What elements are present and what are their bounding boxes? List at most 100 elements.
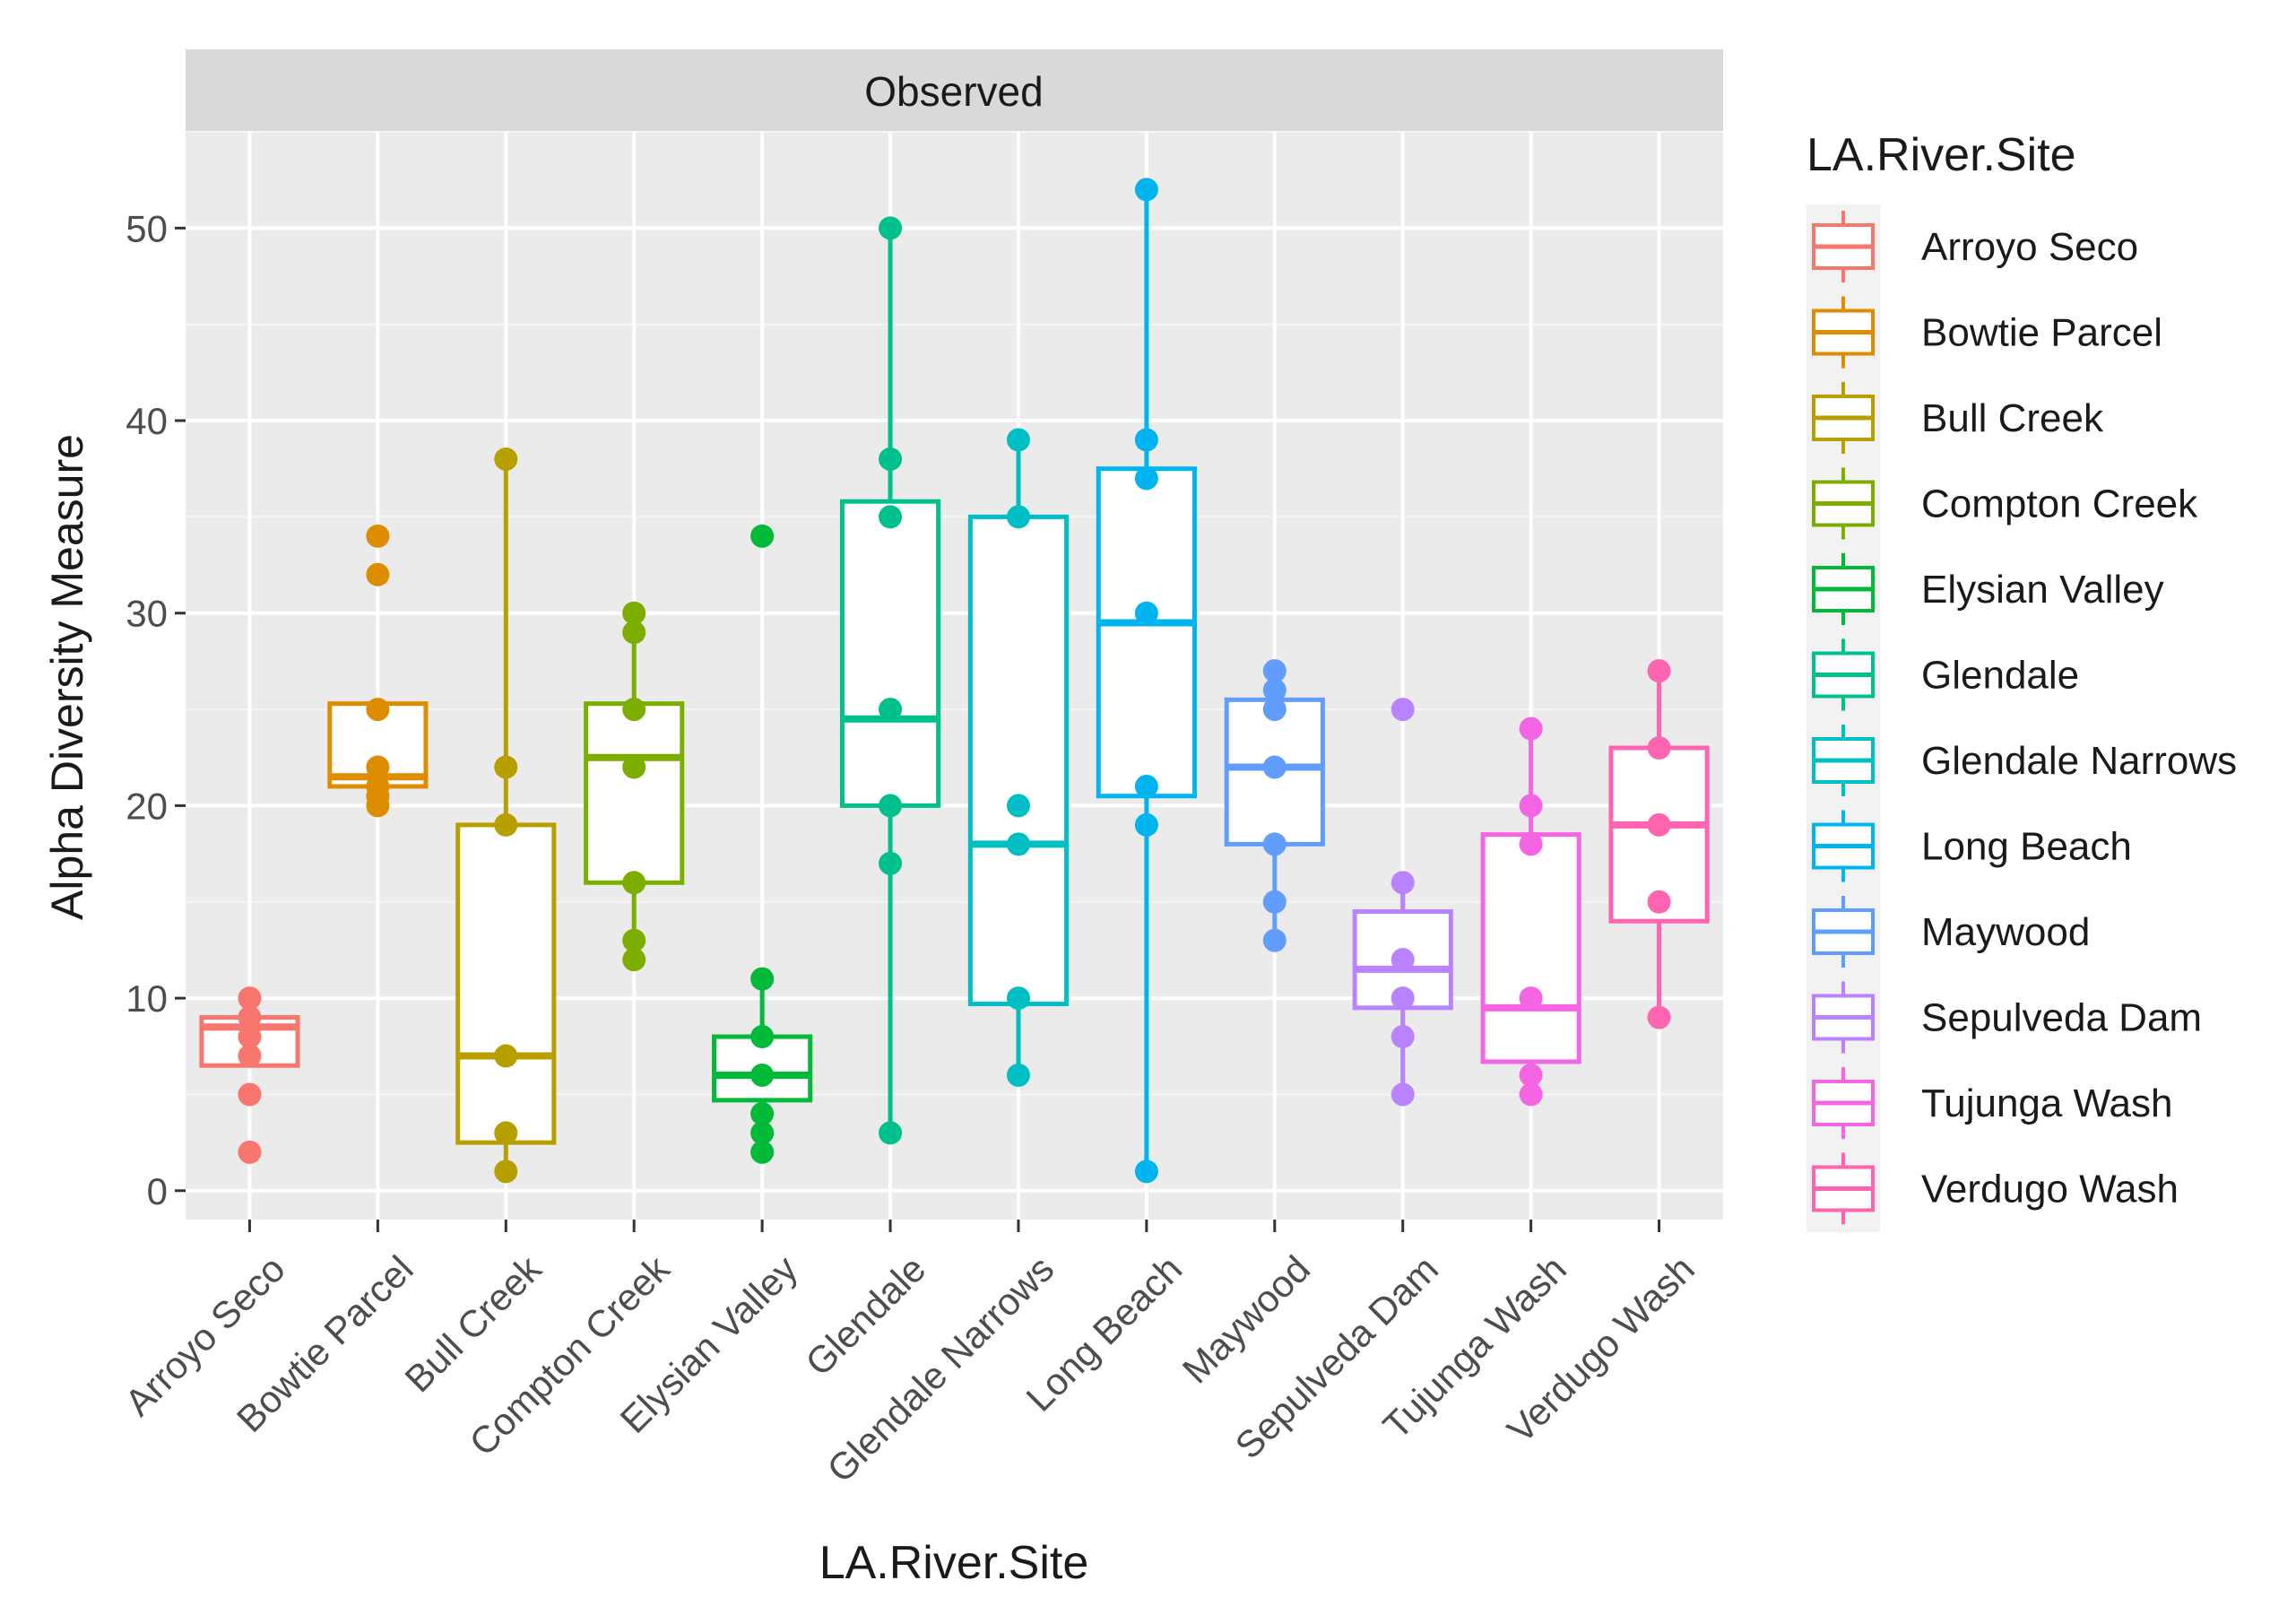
data-point	[1006, 986, 1030, 1011]
data-point	[750, 1101, 775, 1125]
data-point	[1519, 832, 1543, 856]
data-point	[622, 601, 646, 625]
box-long-beach	[1096, 178, 1197, 1184]
data-point	[1391, 1025, 1415, 1049]
y-tick-label: 50	[126, 207, 168, 249]
box-tujunga-wash	[1480, 716, 1581, 1107]
data-point	[1519, 1082, 1543, 1107]
data-point	[1647, 1005, 1671, 1029]
data-point	[1006, 1063, 1030, 1087]
data-point	[879, 1121, 903, 1145]
data-point	[622, 871, 646, 895]
data-point	[622, 755, 646, 779]
data-point	[366, 562, 390, 586]
data-point	[1391, 948, 1415, 972]
data-point	[750, 1140, 775, 1164]
data-point	[1647, 659, 1671, 683]
data-point	[1647, 890, 1671, 914]
box-iqr	[455, 822, 557, 1145]
data-point	[1262, 890, 1287, 914]
legend-label: Compton Creek	[1921, 482, 2198, 526]
box-verdugo-wash	[1608, 659, 1710, 1029]
box-sepulveda-dam	[1352, 698, 1453, 1107]
data-point	[1006, 794, 1030, 818]
data-point	[879, 216, 903, 240]
data-point	[879, 851, 903, 875]
data-point	[1647, 736, 1671, 760]
data-point	[366, 524, 390, 548]
legend-item: Compton Creek	[1806, 461, 2198, 547]
legend-item: Tujunga Wash	[1806, 1061, 2172, 1147]
y-tick-label: 20	[126, 785, 168, 827]
x-axis-title: LA.River.Site	[819, 1537, 1089, 1589]
box-elysian-valley	[712, 524, 813, 1164]
legend-label: Maywood	[1921, 910, 2090, 954]
legend-item: Bull Creek	[1806, 376, 2104, 462]
box-glendale	[839, 216, 941, 1145]
data-point	[238, 1005, 262, 1029]
box-iqr	[967, 514, 1070, 1007]
y-axis-title: Alpha Diversity Measure	[42, 434, 92, 920]
box-iqr	[839, 499, 941, 808]
box-maywood	[1224, 659, 1325, 952]
data-point	[1262, 659, 1287, 683]
box-glendale-narrows	[967, 428, 1070, 1087]
box-bull-creek	[455, 447, 557, 1184]
data-point	[879, 505, 903, 529]
data-point	[494, 447, 518, 471]
data-point	[879, 698, 903, 722]
facet-strip	[186, 49, 1723, 132]
data-point	[1391, 871, 1415, 895]
data-point	[366, 755, 390, 779]
data-point	[1134, 1159, 1158, 1184]
legend-item: Maywood	[1806, 890, 2090, 976]
y-tick-label: 10	[126, 977, 168, 1020]
data-point	[1262, 698, 1287, 722]
legend-item: Bowtie Parcel	[1806, 290, 2162, 376]
data-point	[366, 794, 390, 818]
legend-label: Long Beach	[1921, 825, 2132, 869]
box-compton-creek	[584, 601, 685, 972]
data-point	[1006, 832, 1030, 856]
plot-panel	[186, 132, 1723, 1220]
data-point	[1134, 774, 1158, 798]
data-point	[366, 698, 390, 722]
legend-label: Glendale Narrows	[1921, 739, 2237, 783]
data-point	[750, 967, 775, 991]
data-point	[1006, 428, 1030, 452]
y-axis: 0 10 20 30 40 50	[126, 207, 186, 1212]
legend-item: Arroyo Seco	[1806, 204, 2138, 291]
data-point	[1262, 928, 1287, 952]
data-point	[1262, 678, 1287, 702]
data-point	[1134, 812, 1158, 837]
data-point	[1391, 986, 1415, 1011]
facet-label: Observed	[864, 68, 1043, 115]
legend-item: Sepulveda Dam	[1806, 975, 2202, 1061]
data-point	[1519, 986, 1543, 1011]
legend-label: Arroyo Seco	[1921, 225, 2138, 269]
legend-item: Elysian Valley	[1806, 547, 2164, 633]
data-point	[1519, 794, 1543, 818]
data-point	[238, 1082, 262, 1107]
data-point	[1134, 601, 1158, 625]
legend-label: Bowtie Parcel	[1921, 311, 2162, 355]
data-point	[622, 621, 646, 645]
legend-label: Bull Creek	[1921, 396, 2104, 440]
data-point	[1519, 716, 1543, 741]
data-point	[494, 1159, 518, 1184]
data-point	[494, 755, 518, 779]
data-point	[750, 524, 775, 548]
boxes	[199, 178, 1710, 1184]
y-tick-label: 0	[147, 1170, 168, 1212]
box-bowtie-parcel	[327, 524, 429, 818]
y-tick-label: 30	[126, 593, 168, 635]
data-point	[494, 1121, 518, 1145]
legend-item: Glendale Narrows	[1806, 718, 2237, 804]
data-point	[1006, 505, 1030, 529]
legend-title: LA.River.Site	[1806, 129, 2076, 181]
legend-label: Tujunga Wash	[1921, 1081, 2172, 1125]
data-point	[622, 928, 646, 952]
data-point	[1134, 466, 1158, 491]
x-tick-label: Glendale Narrows	[819, 1247, 1061, 1490]
